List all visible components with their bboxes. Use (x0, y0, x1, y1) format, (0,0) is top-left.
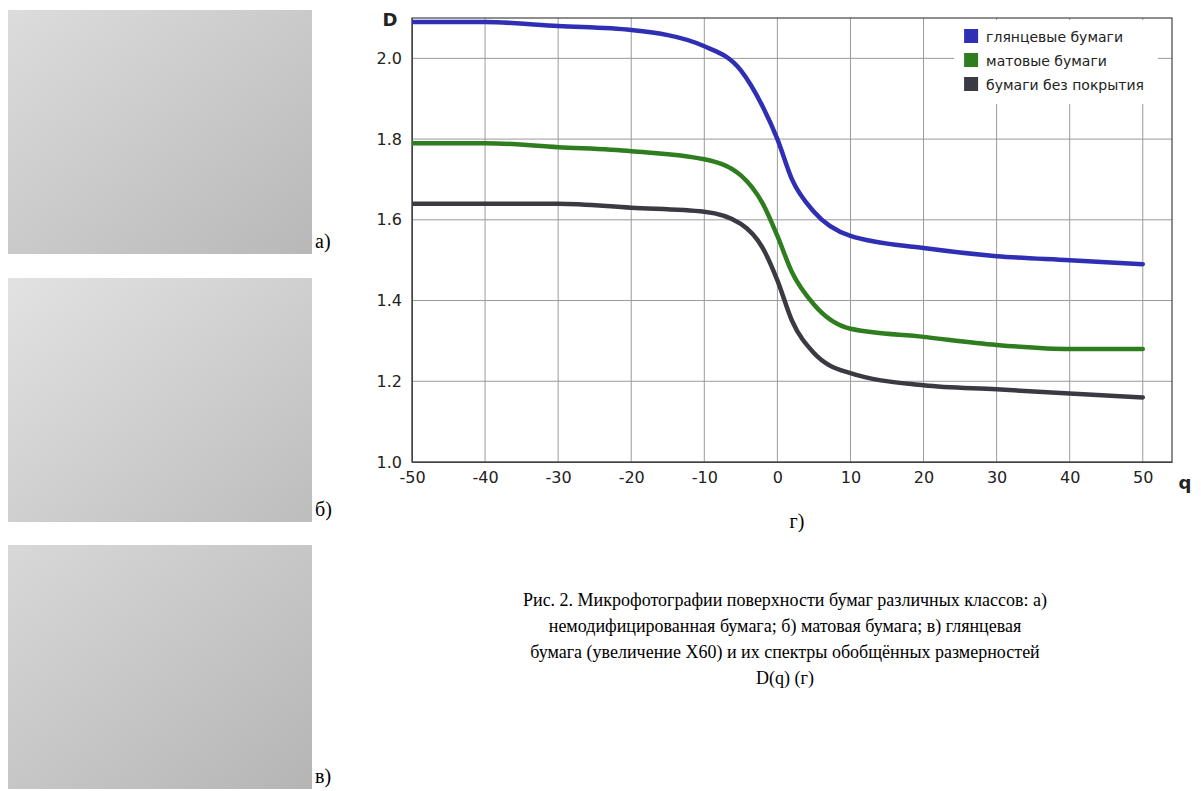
tick-label: 50 (1133, 468, 1153, 487)
caption-line: бумага (увеличение X60) и их спектры обо… (530, 642, 1040, 663)
x-tick: -20 (619, 462, 645, 487)
axis-title: D (383, 9, 398, 30)
grid-line (631, 18, 632, 462)
tick-label: 1.2 (377, 372, 402, 391)
tick-label: -50 (399, 468, 425, 487)
tick-label: 30 (987, 468, 1007, 487)
tick-label: 0 (773, 468, 783, 487)
tick-label: 10 (841, 468, 861, 487)
tick-label: -20 (619, 468, 645, 487)
grid-line (850, 18, 851, 462)
x-tick: 20 (914, 462, 934, 487)
axis-title: q (1179, 472, 1192, 493)
y-tick: 2.0 (377, 49, 412, 68)
plot-frame (412, 18, 1172, 462)
grid-line (558, 18, 559, 462)
legend-swatch (964, 77, 978, 91)
grid-line (485, 18, 486, 462)
micrograph (8, 545, 312, 789)
tick-label: -30 (546, 468, 572, 487)
y-tick: 1.0 (377, 453, 412, 472)
grid-line (923, 18, 924, 462)
panel-label: в) (315, 765, 331, 788)
plot-background (412, 18, 1172, 462)
caption-line: Рис. 2. Микрофотографии поверхности бума… (523, 590, 1047, 611)
legend-label: глянцевые бумаги (986, 29, 1123, 45)
tick-label: -10 (692, 468, 718, 487)
x-tick: 50 (1133, 462, 1153, 487)
panel-label: а) (315, 230, 331, 253)
panel-label: г) (790, 510, 805, 533)
x-tick: -50 (399, 462, 425, 487)
x-tick: 30 (987, 462, 1007, 487)
x-tick: -10 (692, 462, 718, 487)
y-tick: 1.2 (377, 372, 412, 391)
y-tick: 1.6 (377, 210, 412, 229)
y-tick: 1.8 (377, 130, 412, 149)
legend-background (954, 20, 1158, 104)
grid-line (704, 18, 705, 462)
y-tick: 1.4 (377, 291, 412, 310)
panel-label: б) (315, 498, 332, 521)
tick-label: 20 (914, 468, 934, 487)
y-axis: 1.0 1.2 1.4 1.6 1.8 2.0 (377, 19, 413, 472)
x-tick: 40 (1060, 462, 1080, 487)
x-tick: -30 (546, 462, 572, 487)
tick-label: 1.0 (377, 453, 402, 472)
tick-label: 40 (1060, 468, 1080, 487)
tick-label: 2.0 (377, 49, 402, 68)
legend-label: бумаги без покрытия (986, 77, 1144, 93)
tick-label: 1.6 (377, 210, 402, 229)
micrograph (8, 278, 312, 522)
caption-line: D(q) (г) (756, 668, 814, 689)
legend-swatch (964, 53, 978, 67)
grid-line (412, 139, 1172, 140)
caption-line: немодифицированная бумага; б) матовая бу… (549, 616, 1021, 637)
x-axis: -50 -40 -30 -20 -10 0 10 20 30 40 50 (399, 462, 1172, 487)
x-tick: 10 (841, 462, 861, 487)
grid-line (412, 381, 1172, 382)
legend-swatch (964, 29, 978, 43)
x-tick: -40 (473, 462, 499, 487)
series-line (412, 143, 1143, 349)
tick-label: -40 (473, 468, 499, 487)
x-tick: 0 (773, 462, 783, 487)
grid (412, 18, 1172, 462)
grid-line (412, 300, 1172, 301)
tick-label: 1.4 (377, 291, 402, 310)
grid-line (412, 219, 1172, 220)
tick-label: 1.8 (377, 130, 402, 149)
legend: глянцевые бумаги матовые бумаги бумаги без… (954, 20, 1158, 104)
figure: а)б)в)-50-40-30-20-10010203040501.01.21.… (0, 0, 1201, 791)
legend-label: матовые бумаги (986, 53, 1107, 69)
series-line (412, 204, 1143, 398)
micrograph (8, 10, 312, 254)
